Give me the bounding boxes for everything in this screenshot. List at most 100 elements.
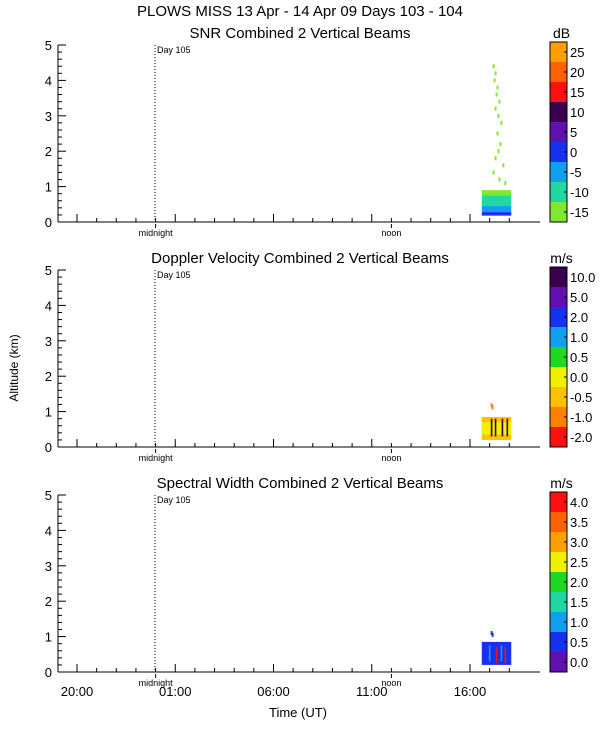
day-marker-label: Day 105 — [157, 270, 191, 280]
noon-label: noon — [381, 228, 401, 238]
data-point — [496, 85, 499, 90]
colorbar-label: 1.0 — [570, 615, 588, 630]
y-tick-label: 1 — [45, 180, 52, 195]
data-stripe — [490, 418, 493, 437]
midnight-label: midnight — [139, 453, 174, 463]
day-marker-label: Day 105 — [157, 495, 191, 505]
data-point — [492, 64, 495, 69]
colorbar-segment — [550, 592, 567, 612]
colorbar-unit: m/s — [550, 475, 573, 491]
data-stripe — [506, 418, 509, 437]
colorbar-segment — [550, 367, 567, 387]
y-tick-label: 1 — [45, 405, 52, 420]
colorbar-segment — [550, 532, 567, 552]
panel-title: Doppler Velocity Combined 2 Vertical Bea… — [151, 250, 449, 267]
colorbar-label: 15 — [570, 85, 584, 100]
y-tick-label: 0 — [45, 215, 52, 230]
data-point — [498, 177, 501, 182]
colorbar-label: 10.0 — [570, 270, 595, 285]
colorbar-segment — [550, 287, 567, 307]
data-point — [502, 163, 505, 168]
data-point — [500, 120, 503, 125]
chart-panel-1: SNR Combined 2 Vertical Beams 0 1 2 3 4 5 Day 1… — [45, 25, 589, 238]
data-stripe — [504, 647, 507, 664]
colorbar-label: -2.0 — [570, 430, 592, 445]
data-band — [481, 422, 512, 435]
colorbar-label: -5 — [570, 165, 582, 180]
data-stripe — [500, 645, 503, 662]
panel-title: SNR Combined 2 Vertical Beams — [190, 25, 411, 42]
colorbar-label: -10 — [570, 185, 589, 200]
colorbar-segment — [550, 102, 567, 122]
data-point — [497, 113, 500, 118]
y-tick-label: 4 — [45, 523, 52, 538]
y-tick-label: 0 — [45, 440, 52, 455]
colorbar-segment — [550, 162, 567, 182]
colorbar-label: 0.0 — [570, 655, 588, 670]
y-tick-label: 3 — [45, 109, 52, 124]
colorbar-segment — [550, 512, 567, 532]
y-tick-label: 4 — [45, 73, 52, 88]
noon-label: noon — [381, 453, 401, 463]
y-tick-label: 2 — [45, 594, 52, 609]
x-tick-label: 11:00 — [356, 684, 388, 699]
colorbar-segment — [550, 387, 567, 407]
y-tick-label: 4 — [45, 298, 52, 313]
data-point — [497, 149, 500, 154]
y-tick-label: 3 — [45, 334, 52, 349]
x-axis-label: Time (UT) — [269, 705, 327, 720]
data-point — [491, 405, 494, 410]
data-point — [494, 156, 497, 161]
colorbar-label: 0.5 — [570, 350, 588, 365]
midnight-label: midnight — [139, 228, 174, 238]
data-point — [498, 99, 501, 104]
data-point — [495, 92, 498, 97]
data-point — [499, 142, 502, 147]
data-point — [494, 71, 497, 76]
y-tick-label: 2 — [45, 369, 52, 384]
chart-panel-3: Spectral Width Combined 2 Vertical Beams… — [45, 475, 588, 688]
data-band — [481, 195, 512, 207]
colorbar-label: 25 — [570, 45, 584, 60]
colorbar-label: 0 — [570, 145, 577, 160]
colorbar-segment — [550, 327, 567, 347]
colorbar-label: 10 — [570, 105, 584, 120]
colorbar-segment — [550, 347, 567, 367]
midnight-label: midnight — [139, 678, 174, 688]
colorbar-segment — [550, 307, 567, 327]
data-band — [481, 206, 512, 213]
data-point — [494, 106, 497, 111]
colorbar-segment — [550, 427, 567, 447]
y-tick-label: 3 — [45, 559, 52, 574]
x-tick-label: 16:00 — [454, 684, 487, 699]
colorbar-segment — [550, 267, 567, 287]
data-point — [504, 181, 507, 186]
y-axis-label: Altitude (km) — [7, 334, 21, 401]
colorbar-segment — [550, 612, 567, 632]
data-stripe — [494, 418, 497, 437]
colorbar-label: -0.5 — [570, 390, 592, 405]
colorbar-label: 0.5 — [570, 635, 588, 650]
y-tick-label: 5 — [45, 263, 52, 278]
data-band — [481, 212, 512, 216]
colorbar-segment — [550, 122, 567, 142]
colorbar-segment — [550, 142, 567, 162]
colorbar-label: 4.0 — [570, 495, 588, 510]
colorbar-label: 0.0 — [570, 370, 588, 385]
colorbar-label: 20 — [570, 65, 584, 80]
x-tick-label: 06:00 — [257, 684, 290, 699]
y-tick-label: 0 — [45, 665, 52, 680]
panel-title: Spectral Width Combined 2 Vertical Beams — [157, 475, 444, 492]
colorbar-segment — [550, 652, 567, 672]
colorbar-label: -1.0 — [570, 410, 592, 425]
colorbar-segment — [550, 202, 567, 222]
chart-panels: SNR Combined 2 Vertical Beams 0 1 2 3 4 5 Day 1… — [45, 25, 596, 699]
data-stripe — [488, 645, 491, 662]
y-tick-label: 1 — [45, 630, 52, 645]
x-tick-label: 20:00 — [61, 684, 94, 699]
data-stripe — [495, 647, 498, 664]
colorbar-label: -15 — [570, 205, 589, 220]
colorbar-segment — [550, 62, 567, 82]
colorbar-segment — [550, 632, 567, 652]
